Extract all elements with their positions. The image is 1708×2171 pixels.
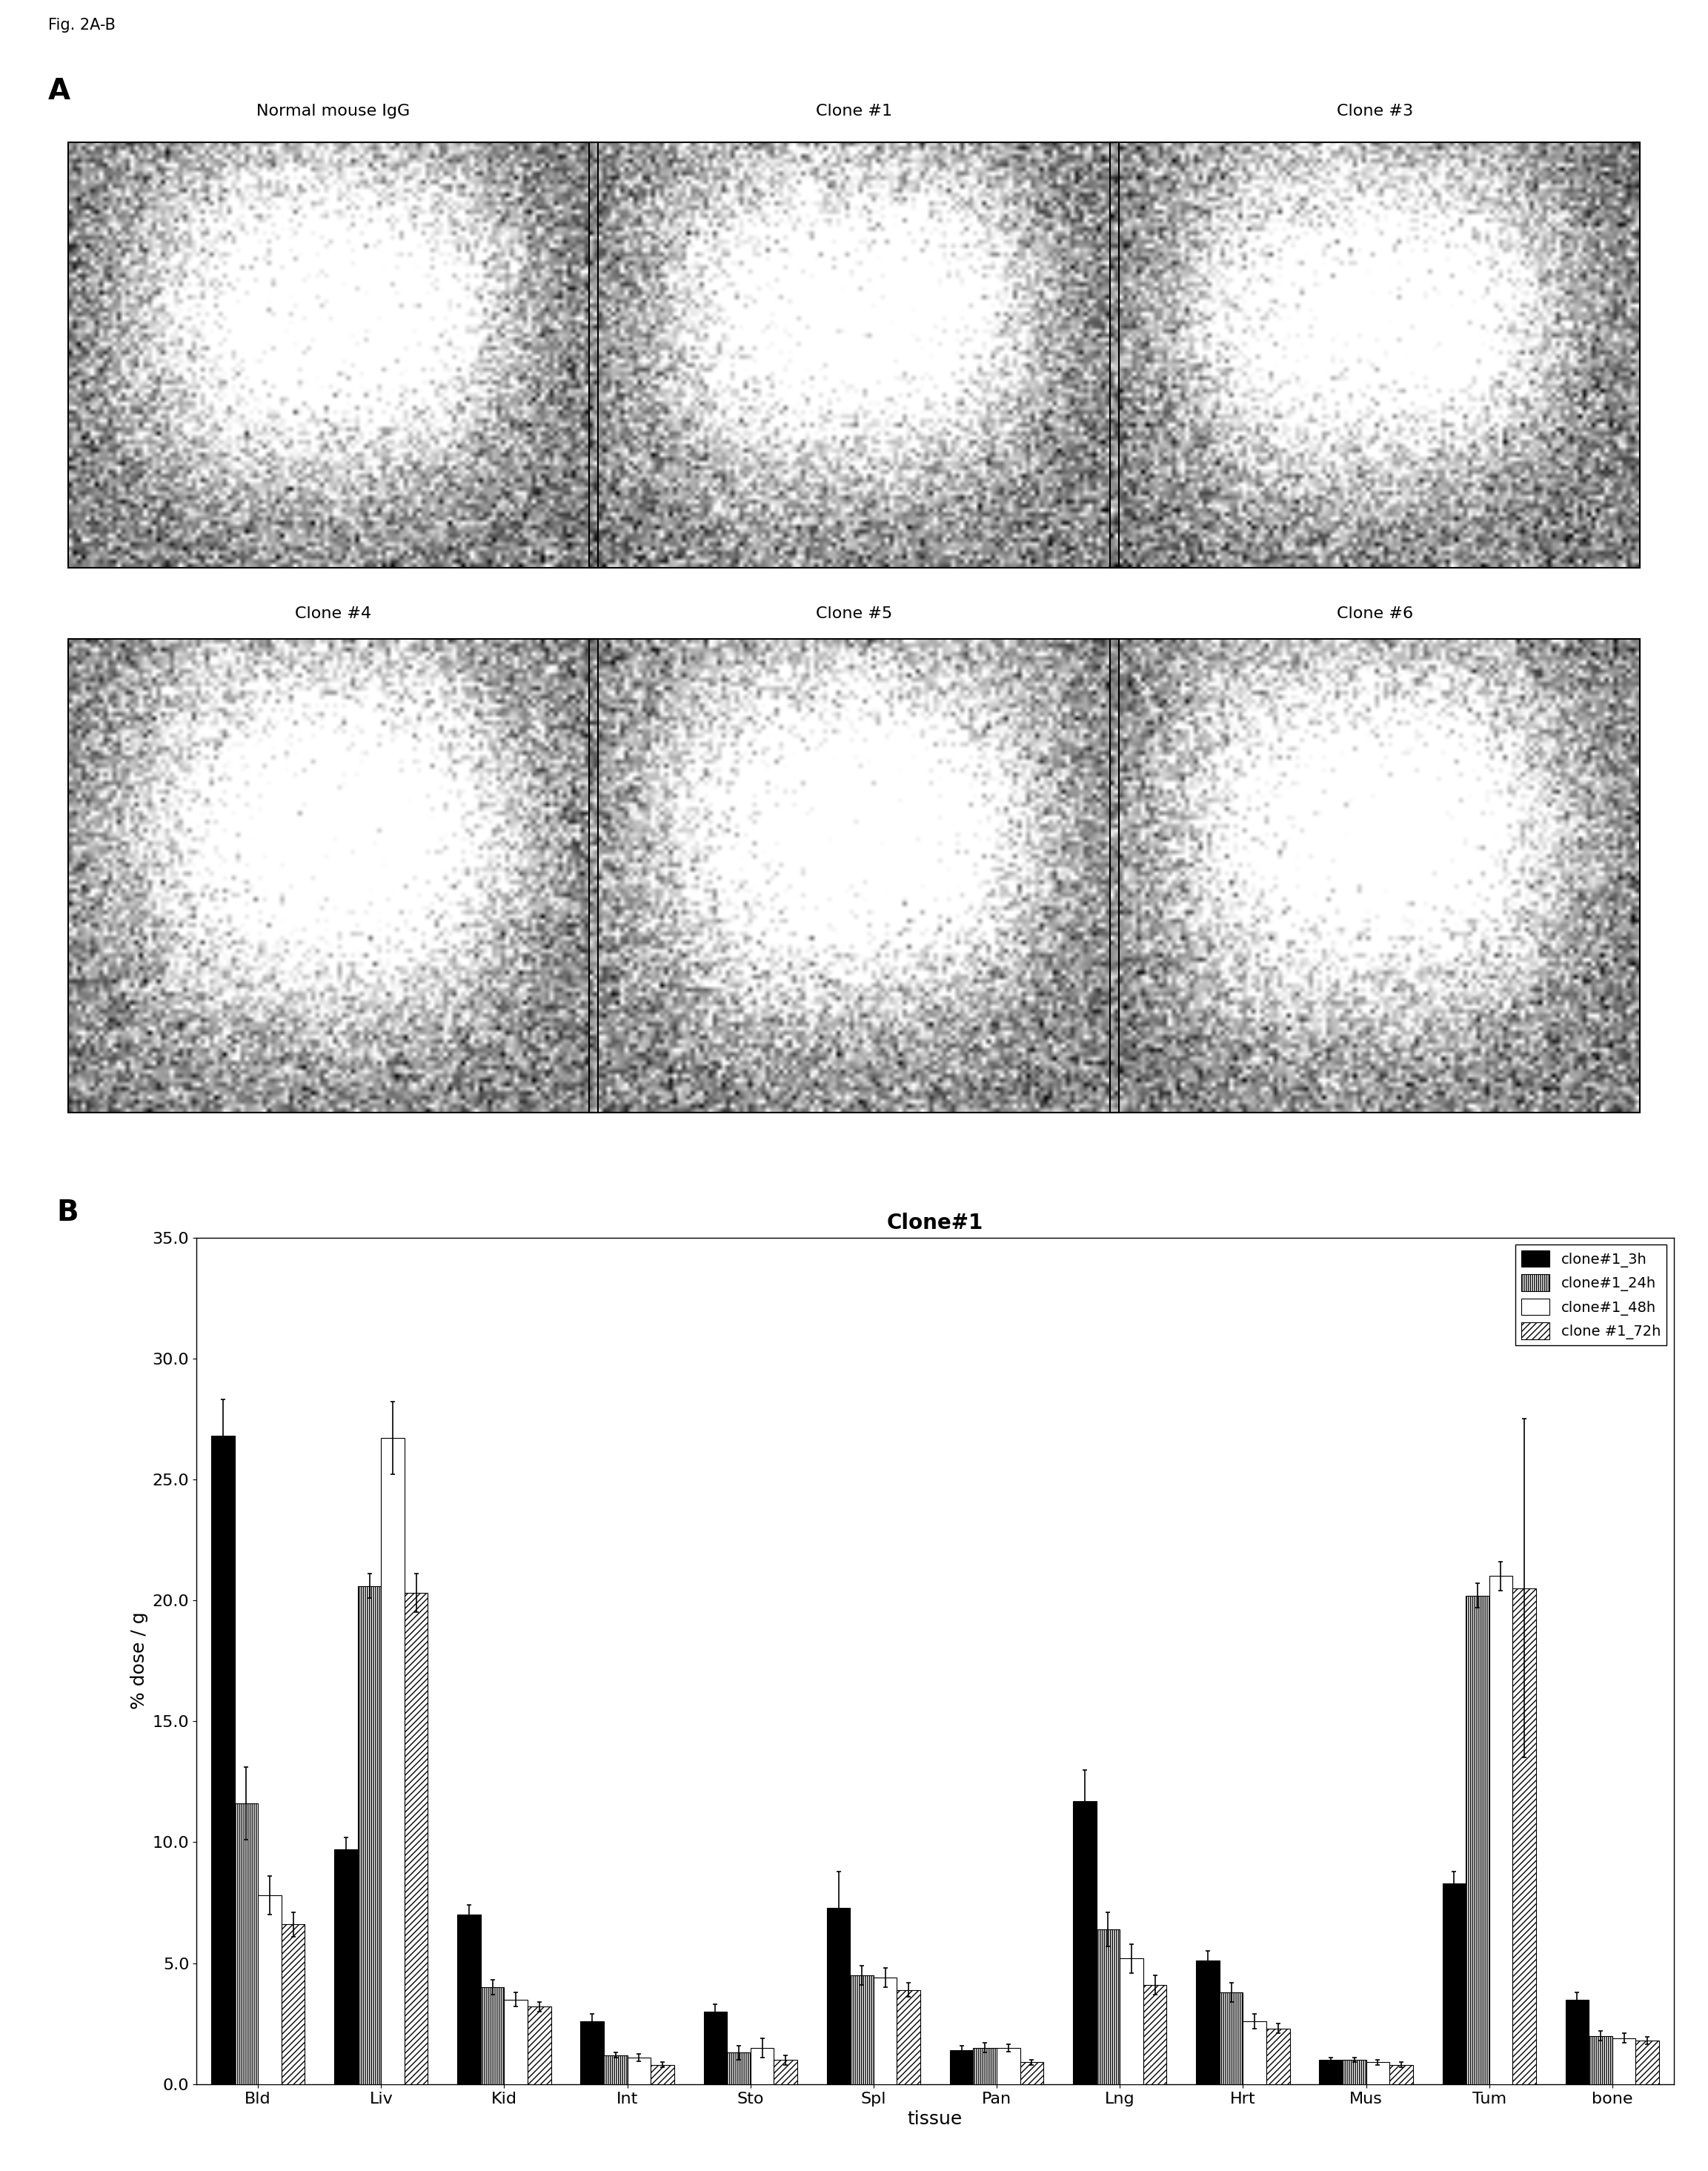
Text: Clone #4: Clone #4 — [295, 606, 371, 621]
Legend: clone#1_3h, clone#1_24h, clone#1_48h, clone #1_72h: clone#1_3h, clone#1_24h, clone#1_48h, cl… — [1515, 1244, 1667, 1346]
Text: Clone #5: Clone #5 — [816, 606, 892, 621]
Bar — [1489, 1576, 1513, 2084]
Bar — [357, 1585, 381, 2084]
Bar — [627, 2058, 651, 2084]
Bar — [1389, 2065, 1413, 2084]
Bar — [605, 2056, 627, 2084]
Bar — [258, 1895, 282, 2084]
Bar — [1073, 1802, 1097, 2084]
Bar — [68, 141, 598, 569]
Bar — [282, 1924, 304, 2084]
Bar — [1120, 1958, 1143, 2084]
Bar — [1342, 2060, 1366, 2084]
Bar — [827, 1908, 851, 2084]
Bar — [1243, 2021, 1266, 2084]
Bar — [589, 141, 1119, 569]
Bar — [1366, 2062, 1389, 2084]
Bar — [1566, 1999, 1588, 2084]
Bar — [750, 2047, 774, 2084]
Bar — [68, 638, 598, 1112]
Bar — [651, 2065, 675, 2084]
Bar — [1513, 1589, 1535, 2084]
Bar — [234, 1804, 258, 2084]
Bar — [458, 1915, 482, 2084]
Text: Normal mouse IgG: Normal mouse IgG — [256, 104, 410, 117]
Bar — [405, 1594, 429, 2084]
Bar — [212, 1435, 234, 2084]
Bar — [1110, 141, 1640, 569]
Bar — [997, 2047, 1020, 2084]
Bar — [1319, 2060, 1342, 2084]
Text: Fig. 2A-B: Fig. 2A-B — [48, 17, 114, 33]
Bar — [1588, 2036, 1612, 2084]
Bar — [504, 1999, 528, 2084]
Bar — [873, 1978, 897, 2084]
Bar — [335, 1850, 357, 2084]
Bar — [581, 2021, 605, 2084]
Bar — [381, 1437, 405, 2084]
Bar — [728, 2054, 750, 2084]
Text: Clone #1: Clone #1 — [816, 104, 892, 117]
Bar — [589, 638, 1119, 1112]
Bar — [1220, 1993, 1243, 2084]
X-axis label: tissue: tissue — [907, 2110, 963, 2128]
Bar — [1196, 1960, 1220, 2084]
Bar — [482, 1986, 504, 2084]
Bar — [1442, 1884, 1465, 2084]
Text: A: A — [48, 76, 70, 104]
Title: Clone#1: Clone#1 — [886, 1214, 984, 1233]
Text: Clone #6: Clone #6 — [1337, 606, 1413, 621]
Bar — [528, 2006, 552, 2084]
Bar — [1143, 1984, 1167, 2084]
Bar — [704, 2013, 728, 2084]
Bar — [1612, 2039, 1636, 2084]
Bar — [950, 2049, 974, 2084]
Bar — [1266, 2028, 1290, 2084]
Bar — [774, 2060, 798, 2084]
Bar — [851, 1976, 873, 2084]
Bar — [1465, 1596, 1489, 2084]
Bar — [1097, 1930, 1120, 2084]
Bar — [974, 2047, 997, 2084]
Text: B: B — [56, 1198, 79, 1227]
Y-axis label: % dose / g: % dose / g — [130, 1613, 149, 1709]
Bar — [1110, 638, 1640, 1112]
Text: Clone #3: Clone #3 — [1337, 104, 1413, 117]
Bar — [1636, 2041, 1658, 2084]
Bar — [1020, 2062, 1044, 2084]
Bar — [897, 1991, 921, 2084]
